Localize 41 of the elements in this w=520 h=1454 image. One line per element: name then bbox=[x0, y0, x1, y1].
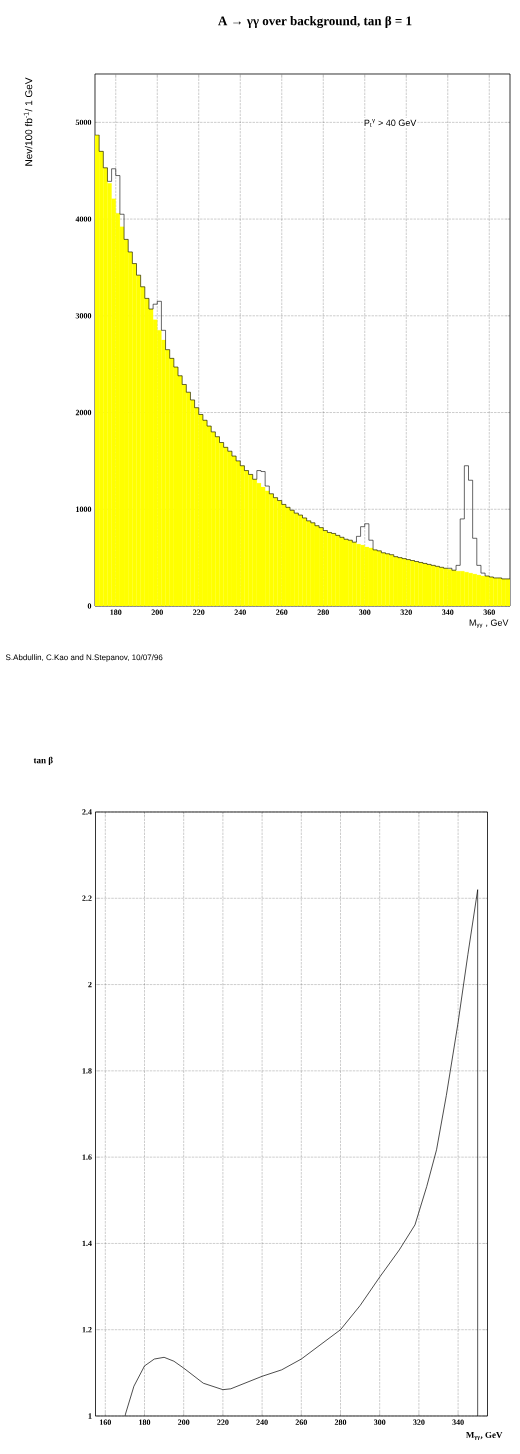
y-tick-label: 2000 bbox=[75, 409, 92, 416]
y-tick-label: 1 bbox=[88, 1413, 92, 1419]
x-tick-label: 160 bbox=[99, 1419, 111, 1425]
x-tick-label: 280 bbox=[334, 1419, 347, 1425]
text: S.Abdullin, C.Kao and N.Stepanov, 10/07/96 bbox=[5, 654, 163, 662]
chart-title: A → γγ over background, tan β = 1 bbox=[218, 15, 412, 28]
x-tick-label: 300 bbox=[374, 1419, 386, 1425]
x-tick-label: 340 bbox=[452, 1419, 464, 1425]
x-tick-label: 220 bbox=[217, 1419, 229, 1425]
x-tick-label: 360 bbox=[483, 609, 495, 615]
y-tick-label: 2 bbox=[88, 981, 92, 988]
x-tick-label: 220 bbox=[193, 609, 205, 615]
y-tick-label: 1.6 bbox=[82, 1154, 92, 1160]
y-axis-title: tan β bbox=[33, 756, 53, 766]
x-axis-title: M$_{γγ}$, GeV bbox=[466, 1431, 503, 1441]
y-tick-label: 5000 bbox=[75, 119, 92, 126]
x-tick-label: 260 bbox=[276, 609, 288, 615]
y-tick-label: 2.2 bbox=[82, 895, 92, 901]
y-tick-label: 0 bbox=[87, 603, 92, 609]
y-tick-label: 2.4 bbox=[82, 809, 92, 815]
x-tick-label: 200 bbox=[178, 1419, 190, 1425]
x-tick-label: 260 bbox=[295, 1419, 307, 1425]
x-tick-label: 320 bbox=[400, 609, 412, 615]
y-tick-label: 1.4 bbox=[82, 1240, 92, 1247]
x-tick-label: 240 bbox=[256, 1419, 268, 1425]
x-tick-label: 200 bbox=[151, 609, 163, 615]
y-tick-label: 4000 bbox=[75, 216, 92, 222]
x-tick-label: 240 bbox=[234, 609, 246, 615]
y-tick-label: 1.2 bbox=[82, 1327, 92, 1333]
x-tick-label: 180 bbox=[139, 1419, 151, 1425]
annotation: P$_{t}$$^{γ}$ > 40 GeV bbox=[364, 118, 417, 127]
y-tick-label: 1000 bbox=[76, 506, 92, 512]
x-tick-label: 340 bbox=[442, 609, 454, 615]
y-tick-label: 1.8 bbox=[82, 1068, 92, 1074]
x-tick-label: 320 bbox=[413, 1419, 425, 1425]
x-tick-label: 280 bbox=[317, 609, 329, 615]
x-axis-title: M$_{γγ}$ , GeV bbox=[469, 619, 509, 629]
y-axis-title: Nev/100 fb$^{-1}$/ 1 GeV bbox=[23, 77, 33, 166]
y-tick-label: 3000 bbox=[75, 313, 92, 319]
x-tick-label: 300 bbox=[359, 609, 371, 615]
x-tick-label: 180 bbox=[110, 609, 122, 615]
